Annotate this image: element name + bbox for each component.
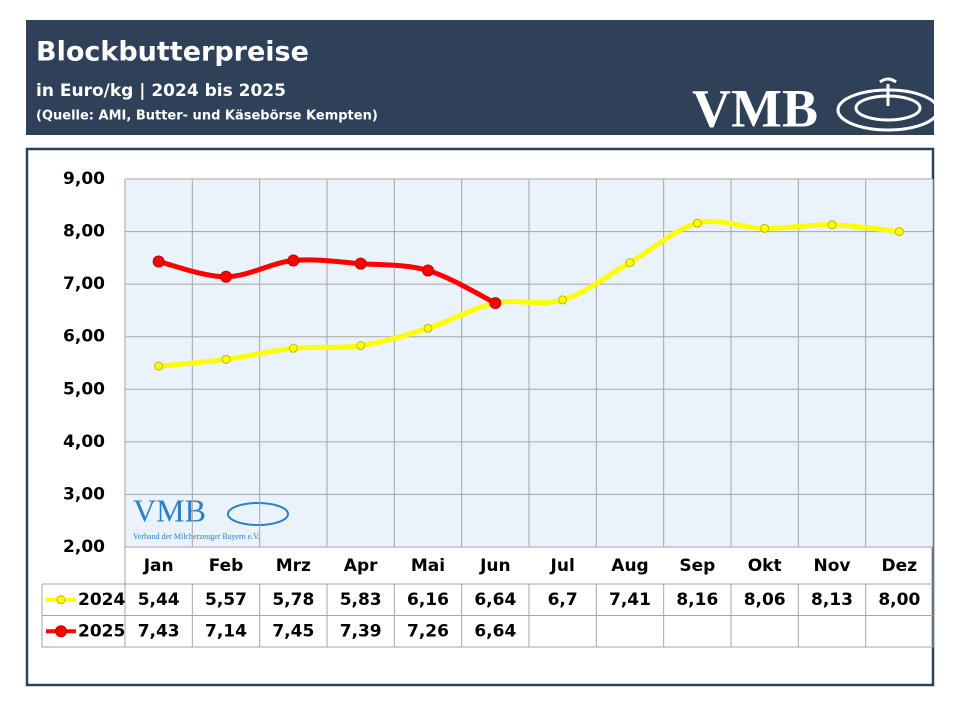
x-tick-label: Aug xyxy=(611,556,648,576)
point xyxy=(221,354,231,364)
y-tick-label: 5,00 xyxy=(63,379,105,399)
y-tick-label: 3,00 xyxy=(63,484,105,504)
table-value: 6,64 xyxy=(474,590,516,610)
point xyxy=(154,361,164,371)
y-tick-label: 8,00 xyxy=(63,222,105,242)
x-tick-label: Jun xyxy=(479,556,511,576)
table-value: 7,43 xyxy=(138,621,180,641)
legend-label: 2025 xyxy=(78,621,125,641)
legend-marker xyxy=(56,595,66,605)
x-tick-label: Okt xyxy=(748,556,782,576)
table-value: 8,06 xyxy=(744,590,786,610)
point xyxy=(152,255,165,268)
point xyxy=(287,254,300,267)
point xyxy=(422,264,434,277)
table-value: 7,39 xyxy=(340,621,382,641)
watermark-subtitle: Verband der Milcherzeuger Bayern e.V. xyxy=(133,532,260,541)
point xyxy=(558,295,568,305)
source: (Quelle: AMI, Butter- und Käsebörse Kemp… xyxy=(36,109,378,124)
watermark: VMB xyxy=(133,492,206,528)
y-tick-label: 7,00 xyxy=(63,274,105,294)
x-tick-label: Jul xyxy=(550,556,575,576)
table-value: 6,7 xyxy=(548,590,578,610)
y-tick-label: 6,00 xyxy=(63,327,105,347)
legend-marker xyxy=(55,625,67,638)
table-value: 5,78 xyxy=(272,590,314,610)
point xyxy=(423,323,433,333)
point xyxy=(894,227,904,237)
x-tick-label: Mrz xyxy=(276,556,311,576)
table-value: 7,26 xyxy=(407,621,449,641)
legend-label: 2024 xyxy=(78,590,125,610)
x-tick-label: Dez xyxy=(882,556,918,576)
series-line xyxy=(156,218,902,369)
x-tick-label: Jan xyxy=(143,556,174,576)
y-tick-label: 2,00 xyxy=(63,537,105,557)
point xyxy=(625,258,635,268)
table-value: 8,00 xyxy=(878,590,920,610)
table-value: 5,83 xyxy=(340,590,382,610)
y-tick-label: 4,00 xyxy=(63,432,105,452)
chart-subtitle: in Euro/kg | 2024 bis 2025 xyxy=(36,81,286,101)
x-tick-label: Sep xyxy=(679,556,715,576)
point xyxy=(692,218,702,228)
table-value: 6,16 xyxy=(407,590,449,610)
table-value: 8,13 xyxy=(811,590,853,610)
table-value: 8,16 xyxy=(676,590,718,610)
x-tick-label: Mai xyxy=(411,556,445,576)
x-tick-label: Feb xyxy=(209,556,244,576)
series-line xyxy=(156,257,498,306)
y-tick-label: 9,00 xyxy=(63,169,105,189)
watermark-swirl xyxy=(227,502,289,526)
x-tick-label: Nov xyxy=(814,556,851,576)
table-value: 5,44 xyxy=(138,590,180,610)
point xyxy=(489,297,502,310)
logo: VMB xyxy=(692,78,818,138)
logo-swirl xyxy=(836,77,940,132)
table-value: 7,45 xyxy=(272,621,314,641)
table-value: 7,41 xyxy=(609,590,651,610)
point xyxy=(288,343,298,353)
table-value: 6,64 xyxy=(474,621,516,641)
point xyxy=(827,220,837,230)
point xyxy=(356,341,366,351)
header xyxy=(26,20,934,135)
table-value: 7,14 xyxy=(205,621,247,641)
x-tick-label: Apr xyxy=(344,556,378,576)
table-value: 5,57 xyxy=(205,590,247,610)
chart-title: Blockbutterpreise xyxy=(36,37,309,68)
point xyxy=(220,270,232,283)
point xyxy=(760,223,770,233)
point xyxy=(354,257,367,270)
